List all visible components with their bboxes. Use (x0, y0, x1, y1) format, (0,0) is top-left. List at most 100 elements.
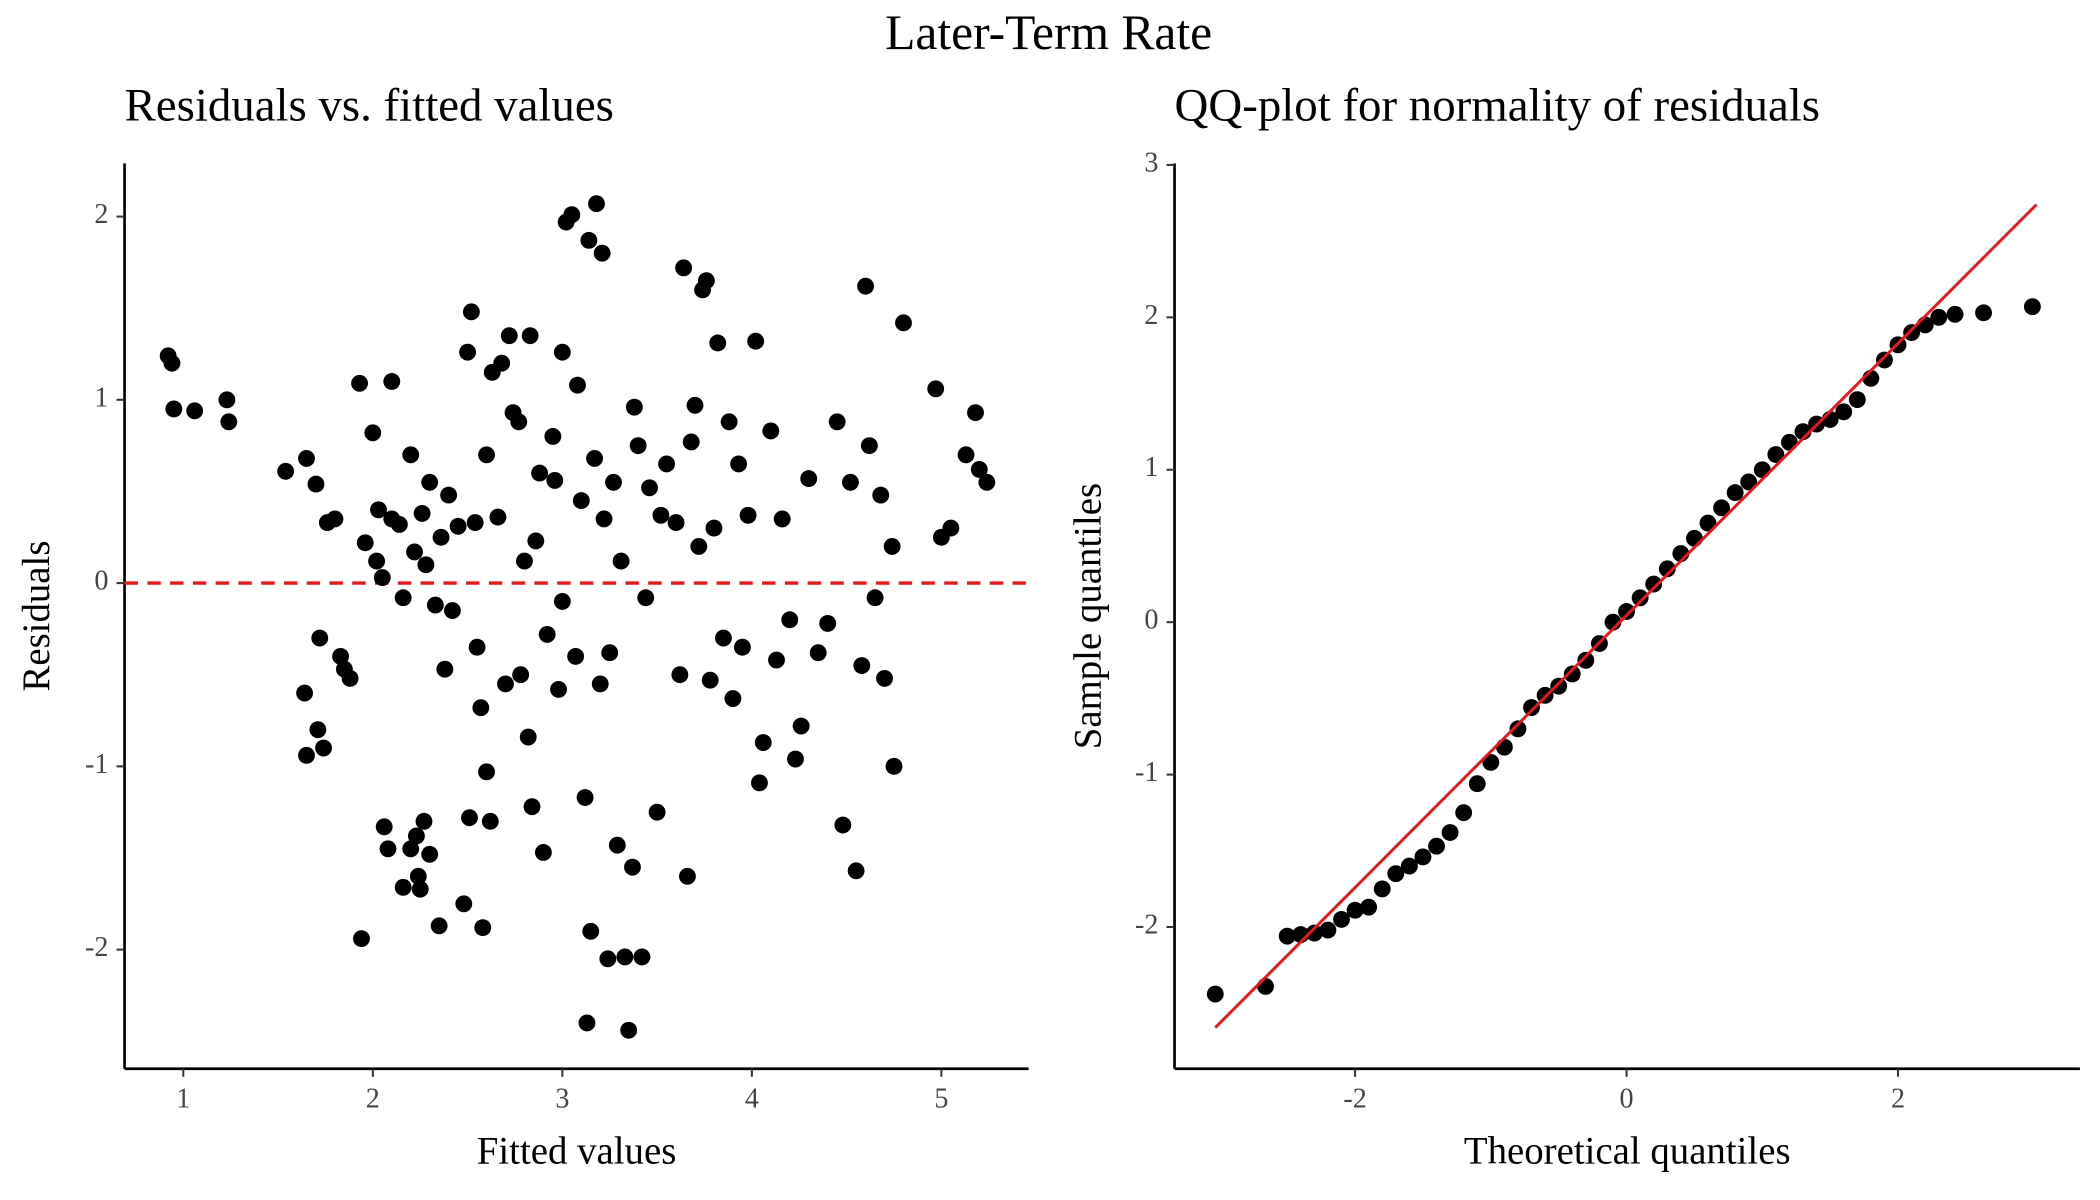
figure-title: Later-Term Rate (885, 5, 1212, 60)
point (478, 763, 495, 781)
point (652, 506, 670, 524)
point (455, 895, 473, 913)
point (402, 840, 420, 858)
point (637, 589, 655, 607)
point (351, 374, 368, 392)
point (586, 450, 604, 467)
y-tick-label: -2 (85, 932, 108, 963)
point (580, 231, 598, 249)
point (895, 314, 912, 332)
point (489, 508, 507, 526)
point (828, 413, 846, 431)
point (481, 812, 499, 830)
point (497, 675, 514, 693)
point (553, 343, 571, 361)
point (762, 422, 780, 440)
y-tick-label: -1 (85, 749, 108, 780)
point (641, 479, 658, 497)
point (612, 552, 630, 570)
point (1699, 514, 1717, 532)
point (368, 552, 386, 570)
point (165, 400, 183, 418)
point (1441, 824, 1459, 841)
point (375, 818, 393, 836)
point (309, 721, 327, 739)
y-tick-label: 0 (94, 566, 108, 597)
point (883, 537, 901, 555)
point (927, 380, 945, 398)
point (1206, 985, 1224, 1003)
point (390, 515, 408, 533)
point (315, 739, 332, 757)
point (394, 878, 412, 896)
point (472, 699, 490, 717)
point (449, 517, 467, 535)
point (853, 657, 871, 674)
point (512, 666, 530, 684)
point (1577, 651, 1595, 669)
point (957, 446, 975, 464)
point (1848, 391, 1866, 409)
point (296, 684, 314, 702)
point (733, 638, 751, 656)
point (307, 475, 325, 493)
point (768, 651, 785, 669)
y-tick-label: -2 (1135, 909, 1158, 940)
reference-line (1214, 203, 2038, 1029)
point (523, 798, 541, 816)
point (430, 917, 448, 935)
point (563, 206, 581, 224)
point (705, 519, 723, 537)
point (730, 455, 748, 473)
point (519, 728, 537, 746)
point (595, 510, 613, 528)
point (1305, 924, 1323, 942)
point (872, 486, 890, 504)
point (819, 614, 837, 632)
point (468, 638, 486, 656)
point (1835, 403, 1853, 421)
point (841, 473, 859, 491)
point (356, 534, 374, 552)
point (781, 611, 799, 629)
point (1387, 865, 1405, 883)
point (1523, 699, 1540, 716)
point (341, 669, 359, 687)
point (754, 734, 772, 751)
point (608, 836, 626, 854)
point (298, 746, 315, 764)
point (1495, 738, 1513, 756)
point (426, 596, 444, 614)
point (1658, 560, 1676, 578)
y-tick-label: 0 (1144, 605, 1158, 636)
point (415, 812, 433, 830)
point (1685, 529, 1703, 547)
point (421, 473, 439, 491)
point (857, 277, 875, 295)
point (866, 589, 884, 607)
point (675, 259, 693, 277)
point (1930, 308, 1948, 326)
point (1767, 446, 1785, 463)
point (800, 470, 818, 488)
x-tick-label: 4 (745, 1083, 759, 1114)
point (1509, 720, 1527, 738)
point (1550, 677, 1568, 695)
y-tick-label: 2 (1144, 300, 1158, 331)
point (593, 244, 611, 262)
point (1946, 305, 1964, 323)
point (1257, 978, 1274, 995)
point (588, 195, 605, 213)
point (567, 647, 585, 665)
point (394, 589, 412, 607)
x-tick-label: 1 (176, 1083, 190, 1114)
point (1740, 473, 1758, 491)
point (1400, 857, 1418, 875)
point (277, 462, 295, 480)
point (379, 840, 397, 858)
point (1975, 304, 1992, 322)
point (1373, 880, 1391, 898)
x-tick-label: 2 (1891, 1083, 1905, 1114)
point (578, 1014, 596, 1032)
